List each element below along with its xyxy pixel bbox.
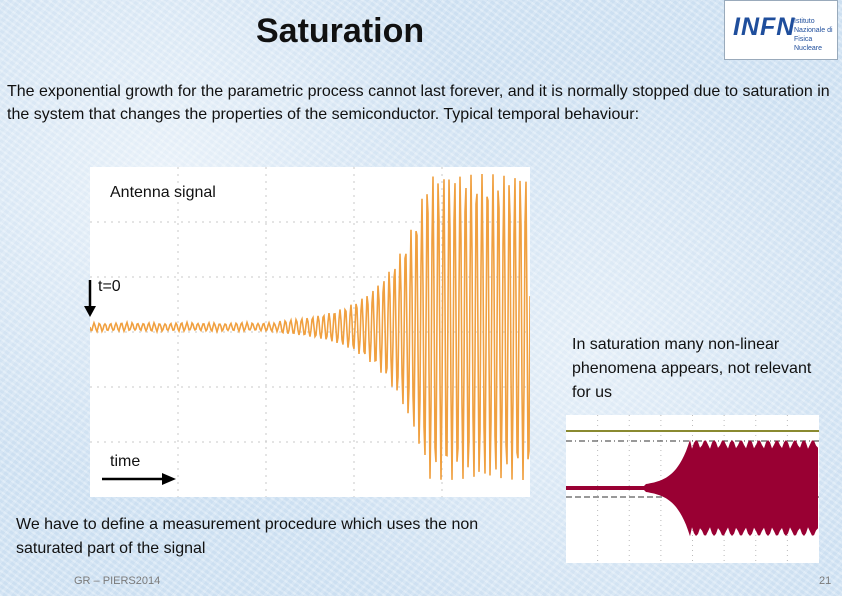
t0-label: t=0 (98, 278, 121, 295)
oscilloscope-trace (90, 167, 530, 497)
slide-title: Saturation (256, 12, 425, 50)
t0-down-arrow-icon (84, 280, 96, 317)
logo-subtitle: Istituto Nazionale di Fisica Nucleare (794, 18, 833, 52)
footer-text: GR – PIERS2014 (74, 575, 161, 587)
intro-paragraph: The exponential growth for the parametri… (7, 83, 830, 123)
page-number: 21 (819, 575, 832, 587)
saturated-signal-inset (566, 415, 819, 563)
inset-saturated-envelope (566, 439, 818, 537)
time-right-arrow-icon (102, 473, 176, 485)
saturation-note: In saturation many non-linear phenomena … (572, 336, 812, 401)
antenna-signal-label: Antenna signal (110, 184, 216, 201)
antenna-waveform (90, 173, 530, 481)
time-label: time (110, 453, 141, 470)
infn-logo: INFN Istituto Nazionale di Fisica Nuclea… (724, 0, 838, 60)
saturated-signal-trace (566, 415, 819, 563)
antenna-signal-plot (90, 167, 530, 497)
measurement-note: We have to define a measurement procedur… (16, 516, 479, 557)
logo-mark: INFN (733, 13, 796, 41)
